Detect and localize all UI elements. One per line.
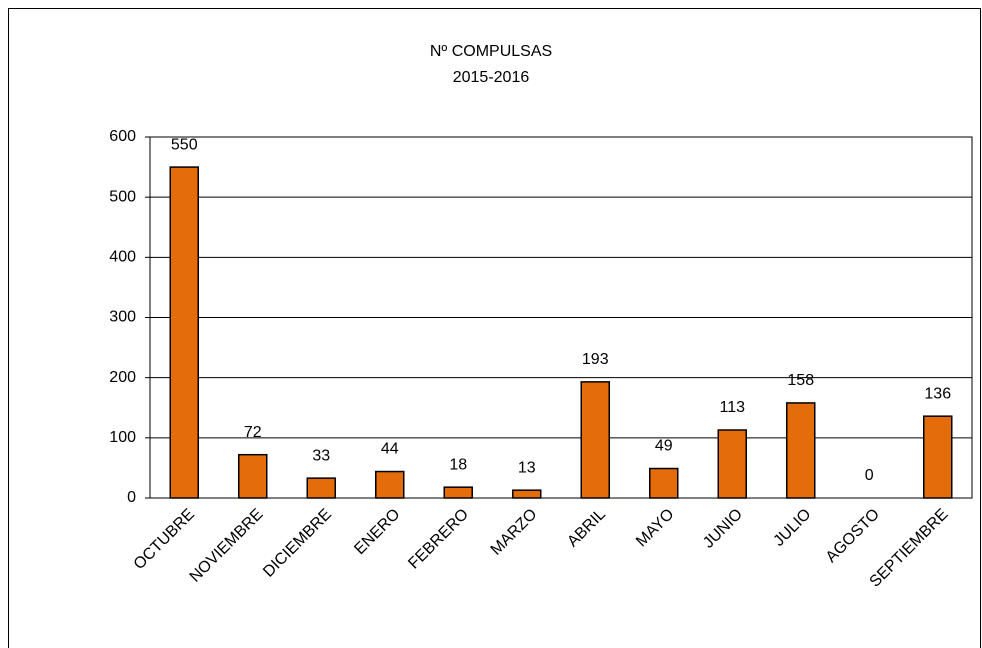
value-label: 193 xyxy=(582,351,609,368)
value-label: 550 xyxy=(171,136,198,153)
bar xyxy=(306,477,336,499)
y-tick-label: 0 xyxy=(127,489,136,506)
y-tick-label: 300 xyxy=(109,309,136,326)
chart-title: Nº COMPULSAS xyxy=(430,43,552,60)
y-tick-label: 500 xyxy=(109,188,136,205)
value-label: 33 xyxy=(312,447,330,464)
y-tick-label: 200 xyxy=(109,369,136,386)
value-label: 18 xyxy=(449,456,467,473)
bar xyxy=(443,486,473,499)
value-label: 44 xyxy=(381,441,399,458)
value-label: 136 xyxy=(924,385,951,402)
bar xyxy=(786,402,816,499)
value-label: 113 xyxy=(719,399,745,416)
bar xyxy=(923,415,953,499)
bar xyxy=(238,453,268,499)
value-label: 72 xyxy=(244,424,262,441)
value-label: 49 xyxy=(655,438,673,455)
bar xyxy=(649,467,679,499)
y-tick-label: 600 xyxy=(109,128,136,145)
y-tick-label: 400 xyxy=(109,249,136,266)
bar xyxy=(580,381,610,499)
value-label: 0 xyxy=(865,467,874,484)
value-label: 158 xyxy=(787,372,814,389)
bar xyxy=(717,429,747,499)
plot-frame xyxy=(149,136,973,499)
bar xyxy=(169,166,199,499)
bar xyxy=(375,470,405,499)
y-tick-label: 100 xyxy=(109,429,136,446)
value-label: 13 xyxy=(518,459,536,476)
chart-subtitle: 2015-2016 xyxy=(453,69,530,86)
bar xyxy=(512,489,542,499)
